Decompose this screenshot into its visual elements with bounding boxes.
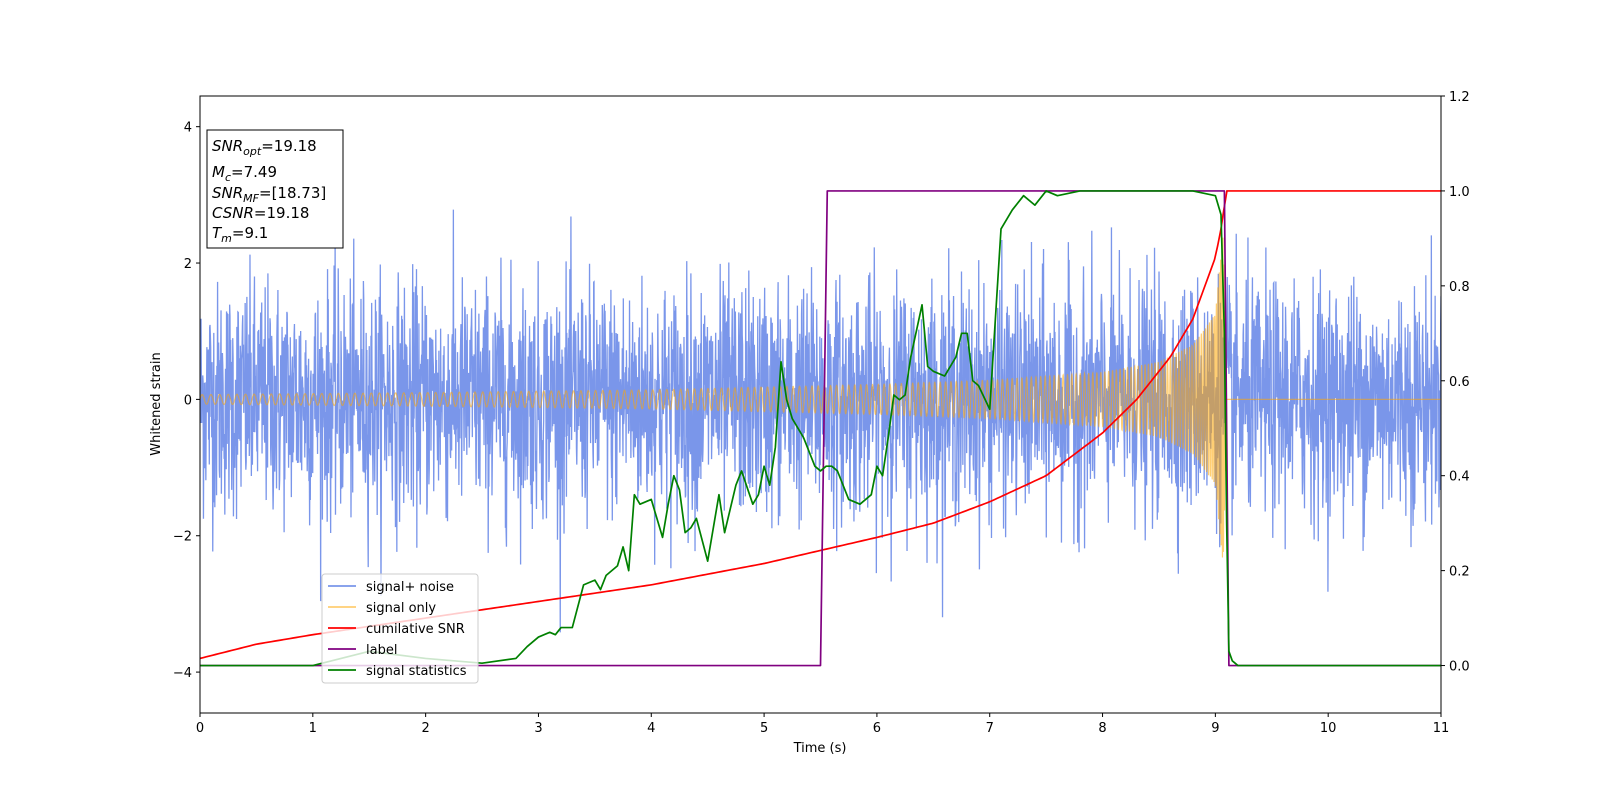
y-tick-label: 4: [184, 121, 192, 136]
y-right-tick-label: 0.2: [1449, 565, 1470, 580]
y-axis-label: Whitened strain: [149, 352, 164, 455]
legend-signal-noise-text: signal+ noise: [366, 580, 454, 595]
x-tick-label: 6: [873, 721, 881, 736]
x-tick-label: 11: [1433, 721, 1450, 736]
legend-label-text: label: [366, 643, 397, 658]
legend-signal-statistics-text: signal statistics: [366, 664, 467, 679]
legend-cumulative-snr-text: cumilative SNR: [366, 622, 465, 637]
info-box: SNRopt=19.18 Mc=7.49 SNRMF=[18.73] CSNR=…: [206, 129, 344, 249]
y-tick-label: 2: [184, 257, 192, 272]
series-signal-statistics: [200, 190, 1441, 667]
legend: signal+ noise signal only cumilative SNR la…: [321, 573, 479, 684]
info-csnr: CSNR=19.18: [212, 204, 309, 222]
y-right-tick-label: 0.0: [1449, 660, 1470, 675]
info-box-frame: [206, 129, 344, 249]
info-snr-mf: SNRMF=[18.73]: [212, 184, 326, 205]
y-right-tick-label: 0.6: [1449, 375, 1470, 390]
x-tick-label: 9: [1211, 721, 1219, 736]
x-tick-label: 10: [1320, 721, 1337, 736]
x-axis-label: Time (s): [793, 741, 847, 756]
x-tick-label: 8: [1098, 721, 1106, 736]
y-right-tick-label: 1.0: [1449, 185, 1470, 200]
y-right-tick-label: 0.4: [1449, 470, 1470, 485]
x-tick-label: 7: [986, 721, 994, 736]
x-tick-label: 1: [309, 721, 317, 736]
x-tick-label: 4: [647, 721, 655, 736]
info-chirp-mass: Mc=7.49: [212, 163, 277, 184]
info-merger-time: Tm=9.1: [212, 224, 268, 245]
y-tick-label: −4: [173, 666, 192, 681]
y-right-tick-label: 1.2: [1449, 90, 1470, 105]
x-tick-label: 5: [760, 721, 768, 736]
x-tick-label: 0: [196, 721, 204, 736]
legend-signal-only-text: signal only: [366, 601, 436, 616]
y-tick-label: −2: [173, 530, 192, 545]
legend-frame: [321, 573, 479, 684]
plot-frame: [199, 95, 1442, 714]
y-tick-label: 0: [184, 393, 192, 408]
series-signal-only: [200, 237, 1441, 558]
axes: 0 1 2 3 4 5 6 7 8 9 10 11 −4 −2 0 2 4 0.0 0.2 0.4 0.6 0.8 1.0 1…: [173, 90, 1470, 736]
series-signal-noise: [200, 209, 1441, 633]
y-right-tick-label: 0.8: [1449, 280, 1470, 295]
x-tick-label: 2: [421, 721, 429, 736]
info-snr-opt: SNRopt=19.18: [212, 137, 317, 158]
x-tick-label: 3: [534, 721, 542, 736]
